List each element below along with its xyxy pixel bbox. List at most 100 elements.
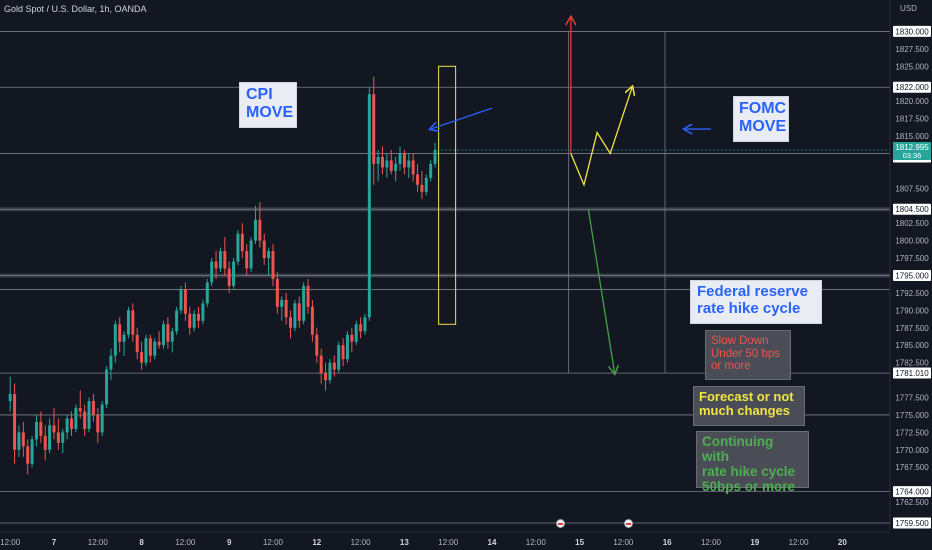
candle xyxy=(293,303,297,328)
candle xyxy=(39,421,43,436)
time-tick-label: 9 xyxy=(227,538,232,547)
candle xyxy=(52,425,56,433)
candle xyxy=(201,303,205,321)
price-tick-label: 1785.000 xyxy=(895,341,929,350)
economic-event-icon[interactable] xyxy=(624,519,633,528)
candle xyxy=(363,317,367,332)
price-tick-label: 1782.500 xyxy=(895,359,929,368)
candle xyxy=(30,439,34,464)
price-level-tag xyxy=(893,486,931,498)
price-level-tag xyxy=(893,367,931,379)
candle xyxy=(34,421,38,440)
candle xyxy=(407,160,411,168)
candle xyxy=(324,373,328,381)
price-level-tag xyxy=(893,269,931,281)
price-tick-label: 1787.500 xyxy=(895,324,929,333)
cpi-highlight-box xyxy=(438,65,457,325)
time-tick-label: 8 xyxy=(139,538,144,547)
time-tick-label: 20 xyxy=(838,538,847,547)
candle xyxy=(148,338,152,356)
candle xyxy=(126,310,130,335)
candle xyxy=(65,418,69,433)
time-tick-label: 15 xyxy=(575,538,584,547)
candle xyxy=(162,324,165,346)
candle xyxy=(13,394,17,450)
support-zone xyxy=(0,207,890,212)
projection-arrow xyxy=(431,107,493,129)
time-tick-label: 12:00 xyxy=(263,538,284,547)
price-tick-label: 1777.500 xyxy=(895,394,929,403)
candle xyxy=(306,285,310,307)
price-tick-label: 1790.000 xyxy=(895,306,929,315)
projection-arrow xyxy=(587,209,614,373)
candle xyxy=(166,324,170,342)
price-tick-label: 1767.500 xyxy=(895,463,929,472)
candle xyxy=(394,163,398,171)
candle xyxy=(262,240,266,259)
price-tick-label: 1800.000 xyxy=(895,237,929,246)
countdown-label: 03:36 xyxy=(903,151,922,160)
candle xyxy=(183,289,187,314)
time-tick-label: 13 xyxy=(400,538,409,547)
time-tick-label: 12:00 xyxy=(789,538,810,547)
candle xyxy=(240,233,244,252)
time-tick-label: 19 xyxy=(750,538,759,547)
time-tick-label: 12:00 xyxy=(438,538,459,547)
time-tick-label: 12:00 xyxy=(0,538,21,547)
candle xyxy=(105,369,109,405)
current-price-tag xyxy=(893,142,931,161)
economic-event-icon[interactable] xyxy=(556,519,565,528)
candle xyxy=(381,156,384,168)
candle xyxy=(223,251,227,269)
price-tick-label: 1772.500 xyxy=(895,428,929,437)
candle xyxy=(170,331,174,342)
fomc-move-label: FOMC MOVE xyxy=(733,96,789,142)
time-tick-label: 16 xyxy=(663,538,672,547)
candle xyxy=(389,160,393,171)
forecast-label: Forecast or not much changes xyxy=(693,386,805,426)
candle xyxy=(109,355,113,370)
candle xyxy=(297,303,301,321)
candle xyxy=(140,352,144,363)
candle xyxy=(153,341,157,356)
time-tick-label: 12:00 xyxy=(88,538,109,547)
price-tick-label: 1770.000 xyxy=(895,446,929,455)
time-tick-label: 12:00 xyxy=(175,538,196,547)
time-tick-label: 12 xyxy=(312,538,321,547)
price-level-label: 1804.500 xyxy=(895,205,929,214)
candle xyxy=(157,341,161,346)
candle xyxy=(100,404,104,433)
price-level-label: 1759.500 xyxy=(895,519,929,528)
candle xyxy=(179,289,183,311)
candle xyxy=(205,282,209,304)
price-level-tag xyxy=(893,517,931,529)
candle xyxy=(398,153,402,164)
candle xyxy=(315,334,319,356)
currency-label: USD xyxy=(900,4,917,13)
price-tick-label: 1820.000 xyxy=(895,97,929,106)
candle xyxy=(192,313,196,328)
candle xyxy=(267,251,271,259)
candle xyxy=(113,324,117,356)
candle xyxy=(236,233,240,262)
candle xyxy=(416,174,420,185)
candle xyxy=(227,268,231,286)
candle xyxy=(61,432,65,443)
time-tick-label: 7 xyxy=(52,538,57,547)
candle xyxy=(87,401,91,429)
symbol-title: Gold Spot / U.S. Dollar, 1h, OANDA xyxy=(4,4,147,14)
candle xyxy=(21,432,25,447)
candle xyxy=(258,219,262,241)
price-tick-label: 1827.500 xyxy=(895,45,929,54)
candle xyxy=(78,407,82,412)
candle xyxy=(188,313,192,328)
candle xyxy=(376,156,380,164)
candle xyxy=(271,251,275,279)
candle xyxy=(350,334,354,342)
candle xyxy=(332,362,336,370)
candle xyxy=(83,411,87,429)
price-tick-label: 1807.500 xyxy=(895,184,929,193)
candle xyxy=(249,240,253,269)
candle xyxy=(385,160,389,168)
